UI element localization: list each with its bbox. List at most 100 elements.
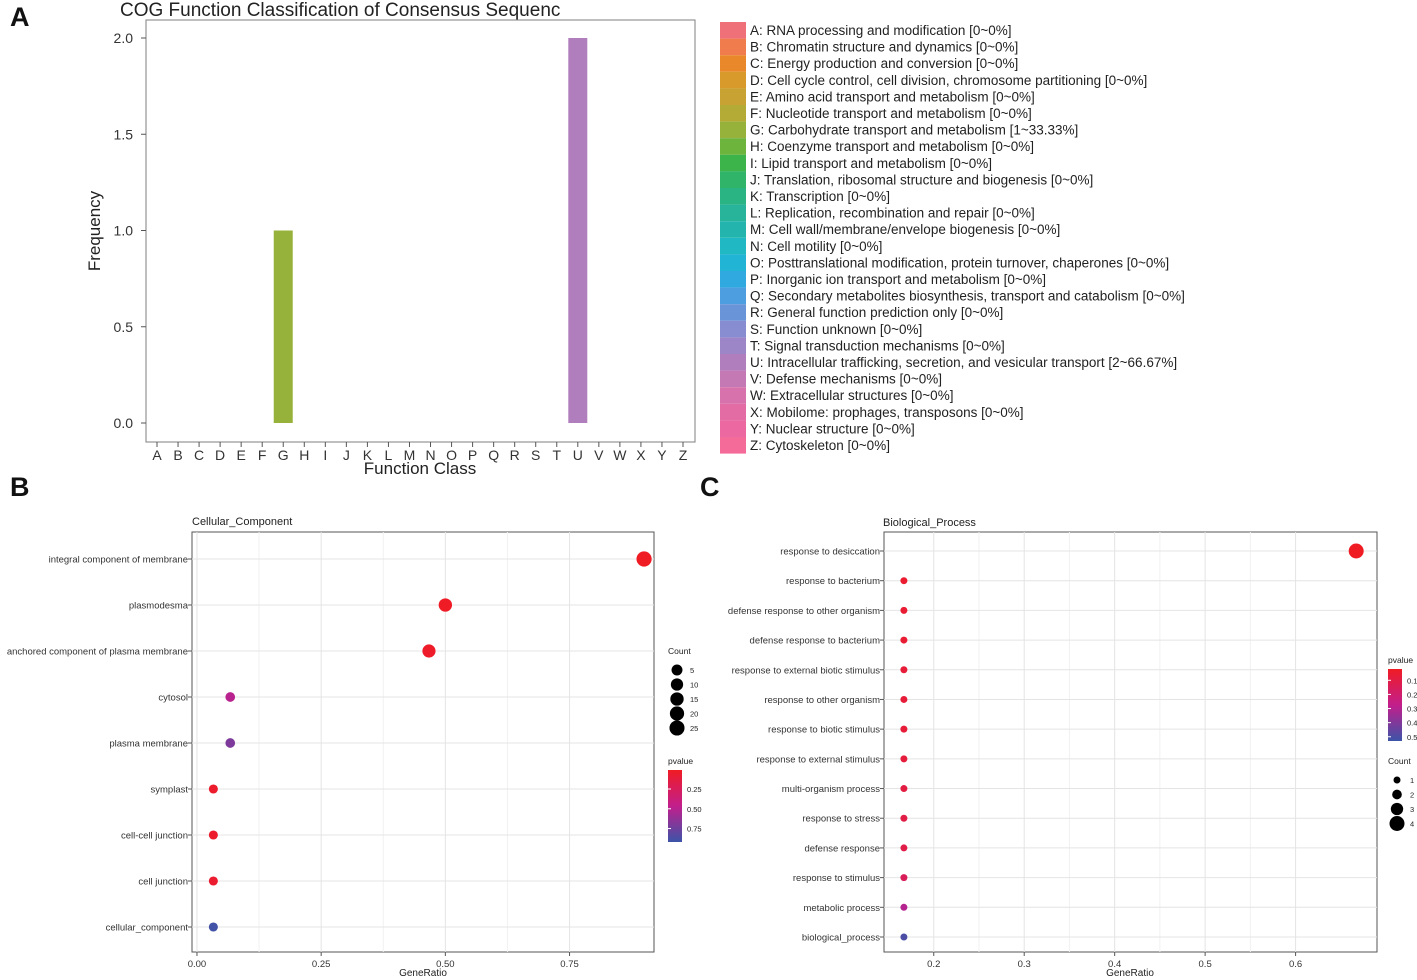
dot-point bbox=[900, 636, 908, 644]
a-xtick-label: W bbox=[613, 447, 627, 463]
a-legend-label: D: Cell cycle control, cell division, ch… bbox=[750, 73, 1147, 88]
x-tick-label: 0.50 bbox=[436, 959, 455, 970]
a-xtick-label: O bbox=[446, 447, 457, 463]
panel-label-b: B bbox=[10, 472, 30, 502]
a-legend-swatch bbox=[720, 204, 746, 222]
panel-label-c: C bbox=[700, 472, 720, 502]
size-legend-label: 1 bbox=[1410, 776, 1414, 785]
a-legend-label: I: Lipid transport and metabolism [0~0%] bbox=[750, 156, 992, 171]
a-xtick-label: V bbox=[594, 447, 604, 463]
color-legend-label: 0.5 bbox=[1407, 733, 1417, 742]
bar-U bbox=[568, 38, 588, 423]
a-legend-swatch bbox=[720, 271, 746, 288]
chart-a-title: COG Function Classification of Consensus… bbox=[120, 0, 560, 21]
a-legend-swatch bbox=[720, 221, 746, 238]
a-xtick-label: M bbox=[404, 447, 416, 463]
dot-point bbox=[900, 695, 908, 703]
dot-point bbox=[438, 598, 453, 612]
a-legend-swatch bbox=[720, 437, 746, 454]
a-legend-label: S: Function unknown [0~0%] bbox=[750, 322, 922, 337]
term-label: metabolic process bbox=[803, 903, 880, 914]
a-xtick-label: S bbox=[531, 447, 540, 463]
a-legend-swatch bbox=[720, 105, 746, 122]
a-xtick-label: R bbox=[510, 447, 520, 463]
a-legend-label: E: Amino acid transport and metabolism [… bbox=[750, 89, 1035, 104]
size-legend-title: Count bbox=[1388, 756, 1411, 766]
dot-point bbox=[900, 903, 908, 911]
size-legend-dot bbox=[669, 720, 685, 736]
a-ytick-label: 2.0 bbox=[114, 30, 134, 46]
term-label: response to stimulus bbox=[793, 873, 880, 884]
a-legend-label: K: Transcription [0~0%] bbox=[750, 189, 890, 204]
size-legend-label: 25 bbox=[690, 724, 698, 733]
dot-point bbox=[900, 814, 908, 822]
a-legend-swatch bbox=[720, 71, 746, 89]
dot-point bbox=[900, 577, 908, 585]
term-label: response to other organism bbox=[764, 695, 880, 706]
a-legend-label: F: Nucleotide transport and metabolism [… bbox=[750, 106, 1032, 121]
a-xtick-label: U bbox=[573, 447, 583, 463]
a-legend-swatch bbox=[720, 387, 746, 404]
a-legend-swatch bbox=[720, 22, 746, 39]
size-legend-dot bbox=[1389, 816, 1405, 831]
a-legend-swatch bbox=[720, 337, 746, 354]
size-legend-label: 4 bbox=[1410, 820, 1414, 829]
a-legend-swatch bbox=[720, 320, 746, 338]
a-xtick-label: B bbox=[173, 447, 182, 463]
a-legend-swatch bbox=[720, 38, 746, 56]
dot-point bbox=[208, 830, 218, 840]
term-label: defense response to other organism bbox=[728, 606, 880, 617]
a-xtick-label: D bbox=[215, 447, 225, 463]
dot-point bbox=[225, 738, 236, 748]
chart-a-xlabel: Function Class bbox=[364, 459, 476, 478]
a-legend-label: H: Coenzyme transport and metabolism [0~… bbox=[750, 139, 1034, 154]
term-label: cellular_component bbox=[106, 923, 189, 934]
dot-point bbox=[900, 666, 908, 674]
size-legend-dot bbox=[670, 692, 684, 706]
a-legend-label: W: Extracellular structures [0~0%] bbox=[750, 388, 953, 403]
a-legend-swatch bbox=[720, 138, 746, 155]
color-legend-bar bbox=[668, 770, 682, 842]
a-xtick-label: P bbox=[468, 447, 477, 463]
cog-bar-chart: COG Function Classification of Consensus… bbox=[85, 0, 1185, 478]
a-legend-label: O: Posttranslational modification, prote… bbox=[750, 255, 1169, 270]
color-legend-title: pvalue bbox=[668, 756, 693, 766]
term-label: response to external stimulus bbox=[756, 754, 880, 765]
term-label: response to bacterium bbox=[786, 576, 880, 587]
term-label: anchored component of plasma membrane bbox=[7, 647, 188, 658]
dot-point bbox=[900, 725, 908, 733]
a-xtick-label: L bbox=[385, 447, 393, 463]
chart-a-legend: A: RNA processing and modification [0~0%… bbox=[720, 22, 1185, 454]
a-legend-label: N: Cell motility [0~0%] bbox=[750, 239, 882, 254]
a-ytick-label: 1.0 bbox=[114, 223, 134, 239]
a-xtick-label: N bbox=[425, 447, 435, 463]
a-legend-label: X: Mobilome: prophages, transposons [0~0… bbox=[750, 405, 1024, 420]
size-legend-label: 3 bbox=[1410, 805, 1414, 814]
a-ytick-label: 0.0 bbox=[114, 415, 134, 431]
a-legend-swatch bbox=[720, 254, 746, 271]
a-legend-swatch bbox=[720, 88, 746, 105]
size-legend-label: 5 bbox=[690, 666, 694, 675]
term-label: response to external biotic stimulus bbox=[732, 665, 881, 676]
term-label: response to stress bbox=[802, 814, 880, 825]
dot-point bbox=[900, 755, 908, 763]
a-legend-swatch bbox=[720, 354, 746, 371]
a-legend-label: C: Energy production and conversion [0~0… bbox=[750, 56, 1018, 71]
dot-point bbox=[208, 784, 218, 794]
term-label: cell junction bbox=[138, 877, 188, 888]
size-legend-dot bbox=[670, 678, 684, 691]
color-legend-title: pvalue bbox=[1388, 655, 1413, 665]
a-legend-label: U: Intracellular trafficking, secretion,… bbox=[750, 355, 1177, 370]
a-legend-swatch bbox=[720, 55, 746, 72]
color-legend-label: 0.2 bbox=[1407, 690, 1417, 699]
a-legend-label: J: Translation, ribosomal structure and … bbox=[750, 172, 1093, 187]
term-label: defense response bbox=[804, 843, 880, 854]
x-tick-label: 0.6 bbox=[1289, 959, 1302, 970]
color-legend-label: 0.25 bbox=[687, 785, 702, 794]
dot-point bbox=[208, 876, 218, 886]
size-legend-label: 15 bbox=[690, 695, 698, 704]
size-legend-label: 10 bbox=[690, 681, 698, 690]
a-legend-swatch bbox=[720, 420, 746, 437]
x-tick-label: 0.00 bbox=[188, 959, 207, 970]
